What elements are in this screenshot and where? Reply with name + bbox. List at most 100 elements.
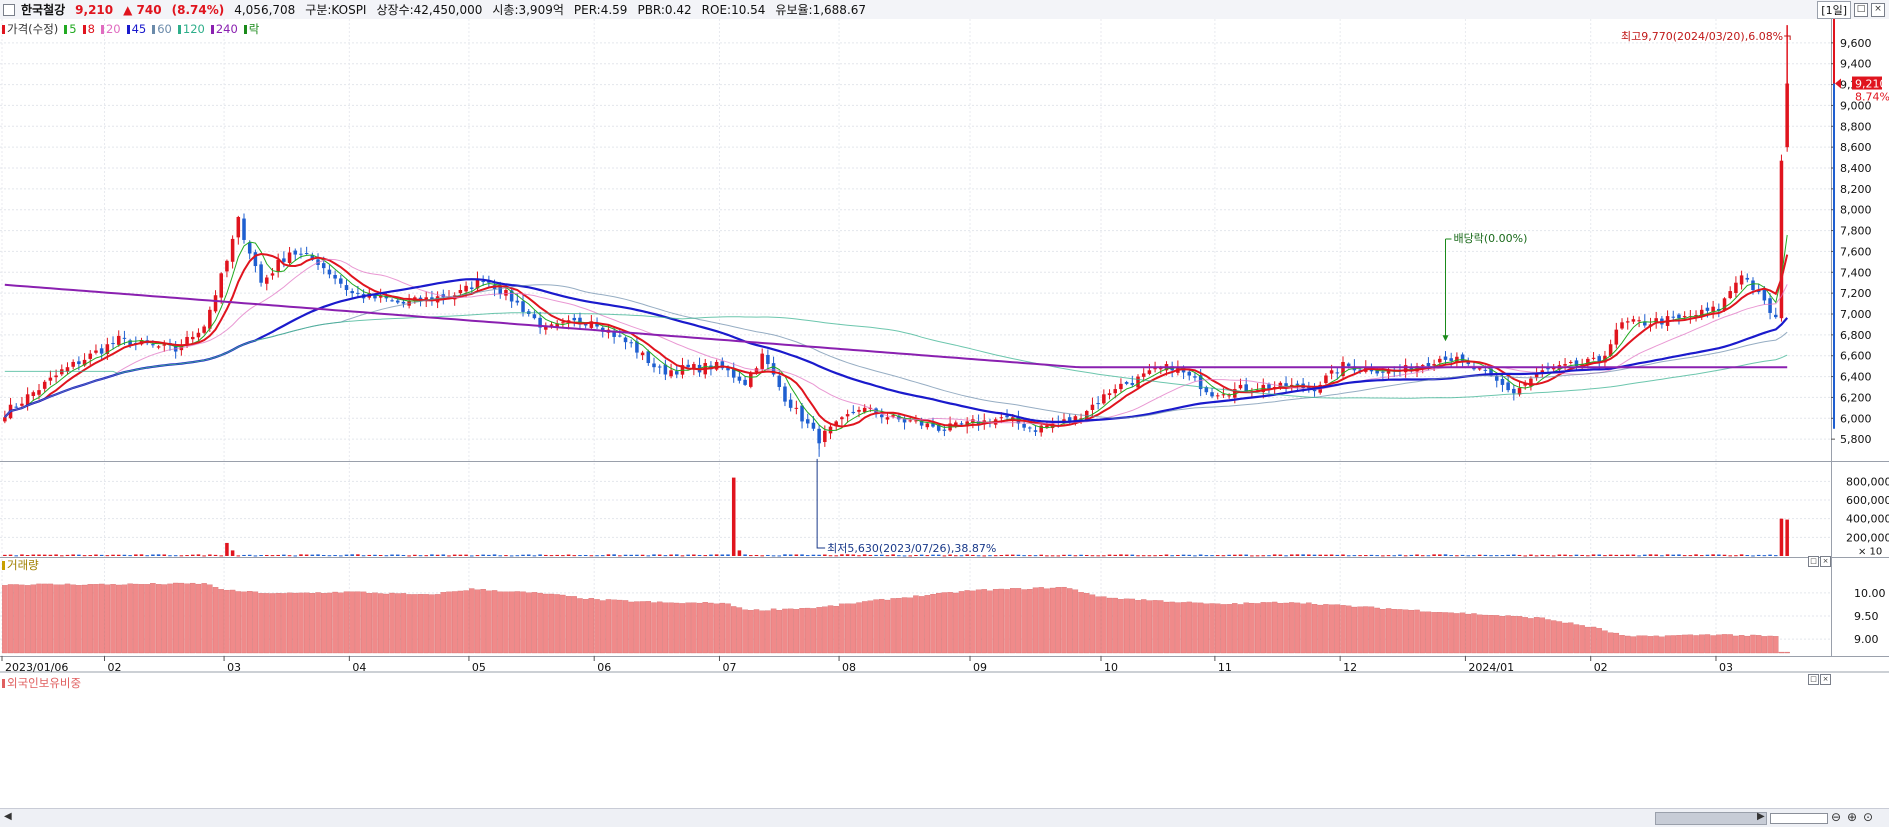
foreign-bar <box>1459 612 1466 654</box>
volume-bar <box>1341 554 1345 556</box>
period-selector[interactable]: [1일] <box>1817 1 1851 19</box>
volume-bar <box>1773 555 1778 557</box>
volume-bar <box>1722 554 1727 556</box>
foreign-bar <box>474 589 481 654</box>
scroll-thumb[interactable] <box>1655 812 1767 825</box>
volume-bar <box>1073 555 1078 557</box>
legend-ma-240[interactable]: 240 <box>210 21 238 37</box>
foreign-bar <box>1647 636 1654 654</box>
stock-chart[interactable]: 9,6009,4009,2009,0008,8008,6008,4008,200… <box>0 19 1889 808</box>
foreign-bar <box>725 603 731 654</box>
foreign-panel-label[interactable]: 외국인보유비중 <box>2 675 81 691</box>
date-tick-label: 06 <box>597 661 611 674</box>
zoom-out-icon[interactable]: ⊖ <box>1831 810 1842 824</box>
volume-bar <box>1546 555 1550 557</box>
volume-bars <box>3 477 1789 557</box>
legend-ex-div[interactable]: 락 <box>243 21 259 37</box>
volume-bar <box>1153 555 1157 557</box>
candle-body <box>549 324 554 326</box>
candle-body <box>942 429 947 431</box>
close-icon[interactable]: × <box>1820 674 1831 685</box>
candle-body <box>1745 277 1750 280</box>
close-icon[interactable]: × <box>1871 3 1885 17</box>
candle-body <box>1096 403 1100 405</box>
volume-panel-label[interactable]: 거래량 <box>2 557 39 573</box>
legend-ma-120[interactable]: 120 <box>177 21 205 37</box>
legend-ma-45[interactable]: 45 <box>126 21 146 37</box>
volume-bar <box>902 555 907 557</box>
foreign-bar <box>144 584 150 654</box>
candle-body <box>464 285 468 292</box>
maximize-icon[interactable]: □ <box>1854 3 1868 17</box>
current-pct-label: 8.74% <box>1855 91 1889 104</box>
foreign-bar <box>1311 604 1318 654</box>
legend-ma-8[interactable]: 8 <box>82 21 95 37</box>
legend-ma-label: 20 <box>105 22 121 36</box>
volume-bar <box>640 554 645 556</box>
volume-bar <box>1159 555 1163 557</box>
volume-bar <box>544 554 548 556</box>
foreign-bar <box>1391 609 1397 654</box>
close-icon[interactable]: × <box>1820 556 1831 567</box>
select-checkbox[interactable] <box>3 3 15 16</box>
foreign-bar <box>1385 608 1392 654</box>
candle-body <box>1403 365 1408 373</box>
candle-body <box>111 343 115 345</box>
foreign-bar <box>195 583 202 654</box>
foreign-bar <box>1664 635 1671 654</box>
volume-bar <box>646 555 651 557</box>
volume-bar <box>1699 555 1704 557</box>
volume-bar <box>1460 554 1465 556</box>
price-tick-label: 7,600 <box>1840 245 1872 258</box>
volume-bar <box>1739 554 1744 556</box>
zoom-reset-icon[interactable]: ⊙ <box>1863 810 1874 824</box>
volume-bar <box>88 555 93 557</box>
volume-bar <box>464 554 468 556</box>
foreign-bar <box>691 602 697 654</box>
foreign-bar <box>429 594 435 654</box>
foreign-bar <box>901 597 908 654</box>
candle-body <box>840 417 844 420</box>
candle-body <box>521 301 525 312</box>
foreign-bar <box>850 603 857 654</box>
legend-ma-20[interactable]: 20 <box>100 21 121 37</box>
candle-body <box>1381 371 1385 373</box>
volume-bar <box>395 554 400 556</box>
candle-body <box>1438 358 1442 363</box>
title-bar: 한국철강 9,210 ▲ 740 (8.74%) 4,056,708 구분:KO… <box>0 0 1889 20</box>
legend-price[interactable]: 가격(수정) <box>2 21 58 37</box>
volume-bar <box>1335 554 1340 556</box>
volume-bar <box>1631 554 1636 556</box>
volume-bar <box>1238 554 1243 556</box>
foreign-bar <box>121 584 128 654</box>
maximize-icon[interactable]: □ <box>1808 674 1819 685</box>
candle-body <box>686 364 690 368</box>
volume-tick-label: 400,000 <box>1846 513 1889 526</box>
maximize-icon[interactable]: □ <box>1808 556 1819 567</box>
foreign-bar <box>1630 636 1637 654</box>
foreign-bar <box>867 600 874 654</box>
volume-bar <box>1010 554 1015 556</box>
legend-swatch <box>100 24 104 34</box>
candle-body <box>1102 394 1106 404</box>
legend-ma-5[interactable]: 5 <box>64 21 77 37</box>
volume-bar <box>1677 554 1681 556</box>
foreign-bar <box>98 583 105 654</box>
volume-bar <box>1768 554 1772 556</box>
scroll-bar[interactable]: ◀ ▶ ⊖ ⊕ ⊙ <box>0 808 1889 827</box>
foreign-bar <box>104 584 111 654</box>
volume-bar <box>105 555 110 557</box>
legend-swatch <box>243 24 247 34</box>
scroll-right-icon[interactable]: ▶ <box>1757 811 1765 822</box>
zoom-slider[interactable] <box>1770 813 1828 824</box>
zoom-in-icon[interactable]: ⊕ <box>1847 810 1858 824</box>
volume-bar <box>1278 554 1283 556</box>
foreign-bar <box>1602 630 1608 654</box>
volume-bar <box>788 554 793 556</box>
candle-body <box>583 323 588 326</box>
scroll-left-icon[interactable]: ◀ <box>4 811 12 822</box>
price-tick-label: 8,200 <box>1840 183 1872 196</box>
legend-ma-60[interactable]: 60 <box>152 21 172 37</box>
foreign-bar <box>634 601 640 654</box>
candle-body <box>373 294 377 299</box>
